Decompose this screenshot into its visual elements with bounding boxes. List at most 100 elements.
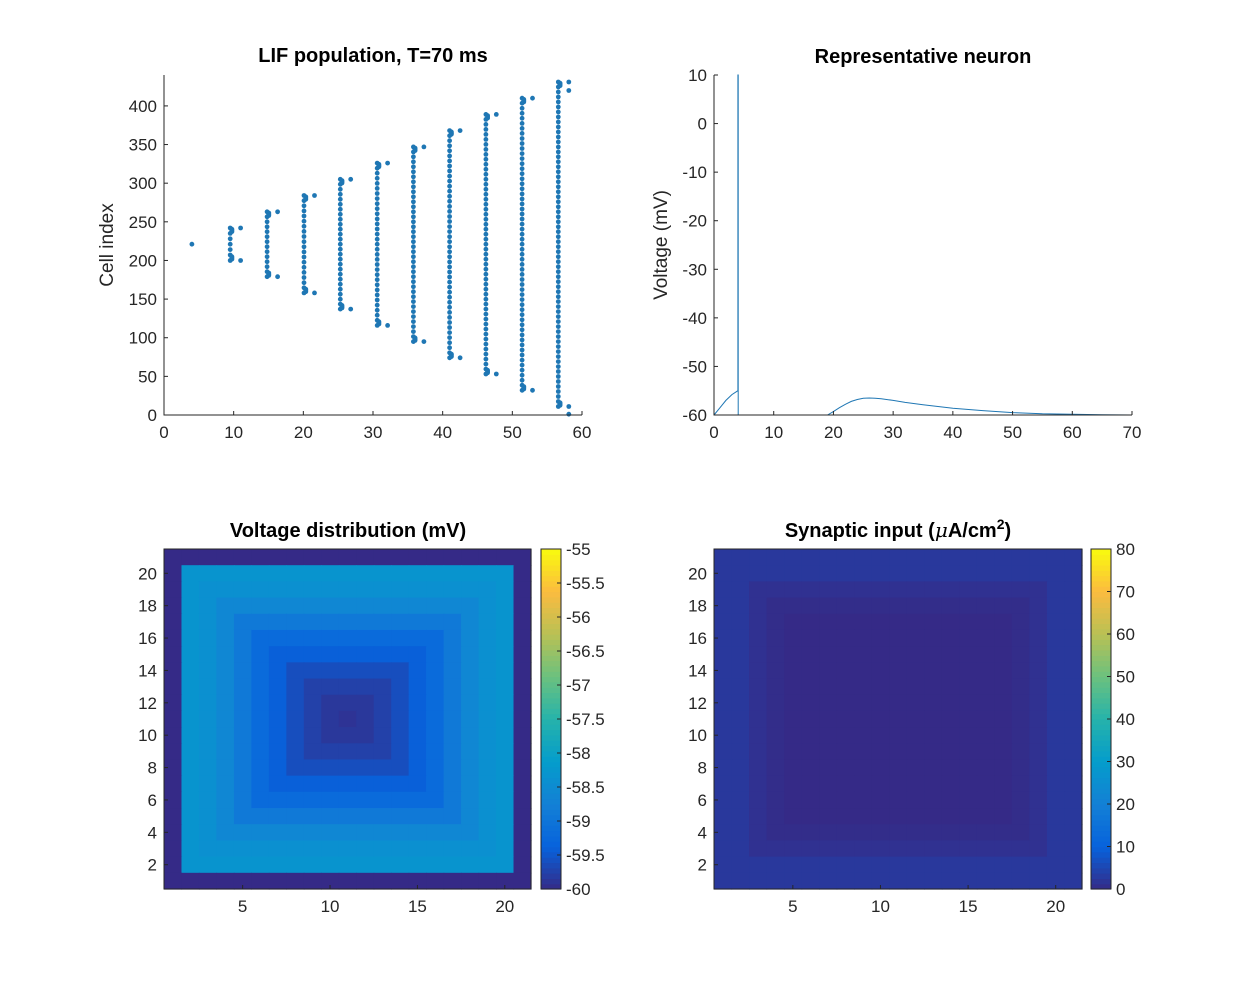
heatmap-cell [268,791,287,809]
heatmap-cell [513,840,532,858]
heatmap-cell [338,629,357,647]
heatmap-cell [889,646,908,663]
heatmap-cell [819,872,838,890]
colorbar-segment [1091,878,1111,885]
heatmap-cell [766,678,785,696]
spike-point [348,306,354,312]
spike-point [337,186,343,192]
heatmap-cell [994,872,1013,890]
spike-point [374,170,380,176]
colorbar-tick-label: -58 [566,744,591,763]
heatmap-cell [286,775,305,793]
y-tick-label: 10 [688,726,707,745]
heatmap-cell [373,727,392,744]
heatmap-cell [1046,743,1066,761]
heatmap-cell [801,856,820,874]
heatmap-cell [854,759,873,777]
spike-point [483,306,489,312]
heatmap-cell [513,710,532,728]
heatmap-cell [391,743,410,761]
colorbar-segment [541,687,561,694]
heatmap-cell [1011,613,1031,631]
heatmap-cell [994,791,1013,809]
heatmap-cell [251,646,270,663]
heatmap-cell [426,759,445,777]
spike-point [447,163,452,169]
heatmap-cell [513,581,532,599]
spike-point [566,79,572,85]
x-tick-label: 10 [224,423,243,442]
raster-title: LIF population, T=70 ms [258,45,487,67]
colorbar-segment [1091,793,1111,800]
colorbar-segment [541,575,561,582]
heatmap-cell [731,678,750,696]
heatmap-cell [836,597,855,615]
heatmap-cell [889,581,908,599]
heatmap-cell [461,629,480,647]
heatmap-cell [819,694,838,712]
spike-point [555,344,561,349]
heatmap-cell [959,791,978,809]
x-tick-label: 40 [433,423,452,442]
heatmap-cell [164,629,183,647]
heatmap-cell [784,775,803,793]
spike-point [374,307,380,313]
heatmap-cell [889,727,908,744]
heatmap-cell [321,646,340,663]
y-tick-label: 10 [138,726,157,745]
heatmap-cell [731,597,750,615]
spike-point [264,244,270,250]
spike-point [447,345,452,351]
spike-point [449,131,454,137]
raster-marks [189,79,572,417]
heatmap-cell [854,694,873,712]
spike-point [447,330,452,335]
heatmap-cell [513,824,532,842]
heatmap-cell [854,872,873,890]
heatmap-cell [513,856,532,874]
spike-point [483,152,489,157]
heatmap-cell [373,678,392,696]
spike-point [264,219,270,225]
heatmap-cell [801,629,820,647]
spike-point [555,139,561,145]
heatmap-cell [233,613,252,631]
heatmap-cell [303,808,322,825]
heatmap-cell [976,710,995,728]
x-tick-label: 5 [238,897,247,916]
spike-point [555,134,561,140]
heatmap-cell [443,581,462,599]
spike-point [566,404,572,409]
spike-point [483,271,489,277]
spike-point [530,387,535,393]
heatmap-cell [1064,629,1083,647]
heatmap-cell [801,808,820,825]
heatmap-cell [181,694,200,712]
heatmap-cell [871,678,890,696]
spike-point [483,236,489,242]
spike-point [238,258,244,263]
heatmap-cell [801,613,820,631]
heatmap-cell [854,565,873,582]
heatmap-cell [496,694,515,712]
heatmap-cell [749,856,768,874]
spike-point [519,211,525,217]
spike-point [555,374,561,379]
spike-point [337,246,343,252]
heatmap-cell [391,646,410,663]
spike-point [301,270,307,275]
colorbar-segment [1091,634,1111,640]
heatmap-cell [714,872,733,890]
heatmap-cell [784,808,803,825]
heatmap-cell [871,549,890,566]
heatmap-cell [356,824,375,842]
spike-point [483,142,489,147]
spike-point [555,299,561,304]
spike-point [555,94,561,100]
heatmap-cell [321,808,340,825]
heatmap-cell [731,856,750,874]
spike-point [555,394,561,399]
spike-point [337,266,343,272]
heatmap-cell [198,840,218,858]
heatmap-cell [478,743,497,761]
